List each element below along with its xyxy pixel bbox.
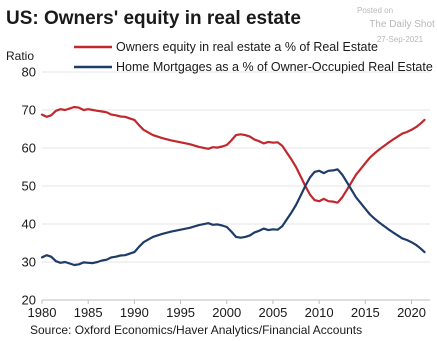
- y-tick-label: 40: [22, 217, 36, 232]
- legend-label-mortgages: Home Mortgages as a % of Owner-Occupied …: [116, 60, 433, 74]
- series-line-home-mortgages: [40, 168, 426, 267]
- y-tick-label: 20: [22, 293, 36, 308]
- x-tick-label: 1980: [28, 305, 57, 320]
- axes: [41, 299, 430, 304]
- watermark-posted-on: Posted on: [357, 6, 393, 15]
- series-line-owners-equity: [40, 105, 426, 204]
- y-tick-label: 70: [22, 103, 36, 118]
- y-tick-label: 30: [22, 255, 36, 270]
- grid-lines: [42, 71, 430, 263]
- y-axis-label: Ratio: [6, 49, 34, 63]
- x-tick-labels: 1980 1985 1990 1995 2000 2005 2010 2015 2020: [28, 305, 426, 320]
- x-tick-label: 2000: [212, 305, 241, 320]
- chart-source: Source: Oxford Economics/Haver Analytics…: [30, 323, 362, 337]
- watermark-source: The Daily Shot: [369, 19, 435, 30]
- x-tick-label: 1990: [120, 305, 149, 320]
- x-tick-label: 2010: [305, 305, 334, 320]
- chart-title: US: Owners' equity in real estate: [6, 8, 301, 29]
- x-tick-label: 2015: [351, 305, 380, 320]
- y-tick-labels: 20 30 40 50 60 70 80: [22, 65, 36, 308]
- x-tick-label: 2005: [258, 305, 287, 320]
- y-tick-label: 60: [22, 141, 36, 156]
- legend-label-equity: Owners equity in real estate a % of Real…: [116, 40, 378, 54]
- watermark-date: 27-Sep-2021: [377, 35, 424, 44]
- y-tick-label: 50: [22, 179, 36, 194]
- x-tick-label: 2020: [397, 305, 426, 320]
- legend: Owners equity in real estate a % of Real…: [74, 40, 433, 74]
- series-lines: [40, 105, 426, 267]
- x-tick-label: 1985: [74, 305, 103, 320]
- y-tick-label: 80: [22, 65, 36, 80]
- x-tick-label: 1995: [166, 305, 195, 320]
